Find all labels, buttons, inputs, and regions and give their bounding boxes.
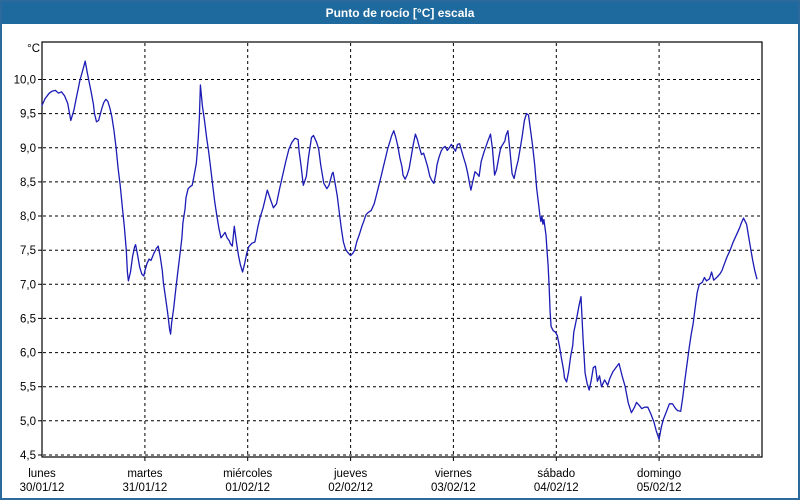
x-day-label: lunes: [28, 468, 56, 480]
dewpoint-series-line: [41, 60, 758, 440]
x-date-label: 30/01/12: [20, 482, 65, 494]
x-day-label: martes: [127, 468, 162, 480]
x-day-label: viernes: [435, 468, 472, 480]
y-tick-label: 7,5: [20, 245, 36, 257]
y-tick-label: 7,0: [20, 279, 36, 291]
y-tick-label: 8,0: [20, 211, 36, 223]
x-date-label: 05/02/12: [637, 482, 682, 494]
x-date-label: 02/02/12: [328, 482, 373, 494]
y-tick-label: 6,5: [20, 313, 36, 325]
page-title: Punto de rocío [°C] escala: [325, 6, 475, 20]
plot-border: [41, 41, 763, 458]
y-tick-label: 6,0: [20, 348, 36, 360]
x-day-label: domingo: [637, 468, 681, 480]
y-tick-label: 10,0: [14, 75, 36, 87]
y-tick-label: 5,5: [20, 382, 36, 394]
x-date-label: 31/01/12: [123, 482, 168, 494]
dewpoint-chart: 10,0 9,5 9,0 8,5 8,0 7,5 7,0 6,5 6,0 5,5 5,0 4,5 °C l…: [14, 41, 763, 494]
y-tick-label: 5,0: [20, 416, 36, 428]
y-axis-unit-label: °C: [27, 43, 40, 55]
x-day-label: miércoles: [223, 468, 272, 480]
x-date-label: 01/02/12: [225, 482, 270, 494]
x-date-label: 04/02/12: [534, 482, 579, 494]
x-day-label: sábado: [537, 468, 575, 480]
y-tick-label: 8,5: [20, 177, 36, 189]
y-tick-label: 4,5: [20, 450, 36, 462]
x-date-label: 03/02/12: [431, 482, 476, 494]
x-day-label: jueves: [333, 468, 367, 480]
y-tick-label: 9,0: [20, 143, 36, 155]
title-bar: Punto de rocío [°C] escala: [2, 2, 798, 24]
y-tick-label: 9,5: [20, 109, 36, 121]
